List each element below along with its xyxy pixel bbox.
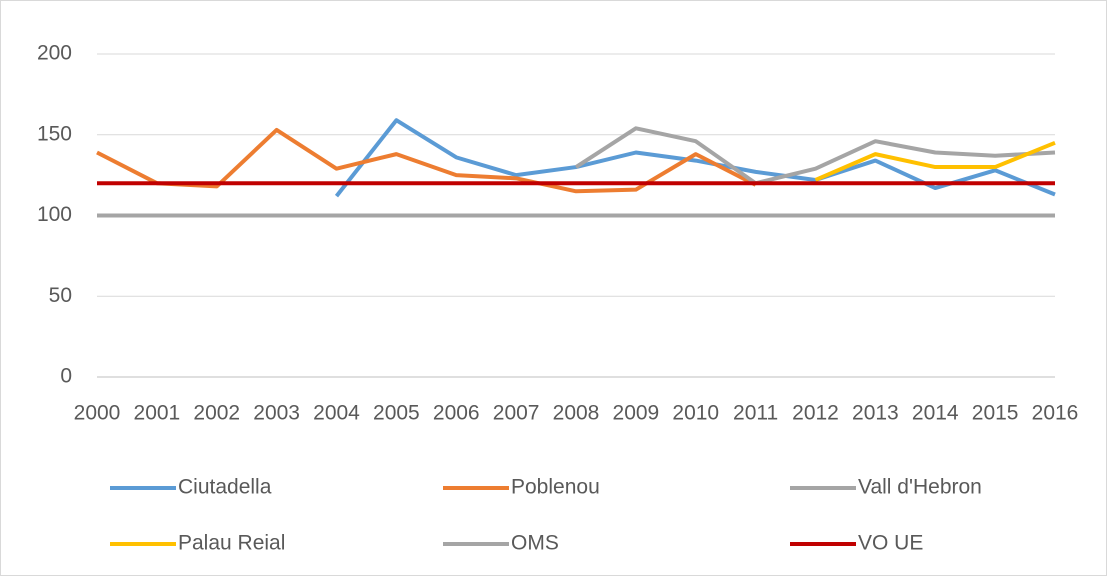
legend-label: VO UE [858, 532, 923, 555]
y-tick-label: 100 [37, 203, 72, 226]
series-line [334, 118, 1056, 198]
y-tick-label: 50 [49, 284, 72, 307]
x-tick-label: 2004 [313, 402, 360, 425]
x-tick-label: 2008 [553, 402, 600, 425]
legend-label: Palau Reial [178, 532, 285, 555]
x-tick-label: 2003 [253, 402, 300, 425]
x-tick-label: 2002 [193, 402, 240, 425]
x-tick-label: 2006 [433, 402, 480, 425]
x-tick-label: 2007 [493, 402, 540, 425]
series-line [814, 140, 1056, 182]
legend-label: OMS [511, 532, 559, 555]
y-tick-label: 200 [37, 42, 72, 65]
x-tick-label: 2010 [672, 402, 719, 425]
legend-label: Poblenou [511, 476, 600, 499]
x-tick-label: 2013 [852, 402, 899, 425]
series-line [574, 126, 1056, 186]
x-tick-label: 2005 [373, 402, 420, 425]
x-tick-label: 2009 [613, 402, 660, 425]
legend-label: Ciutadella [178, 476, 272, 499]
x-tick-label: 2014 [912, 402, 959, 425]
y-tick-label: 0 [60, 365, 72, 388]
x-tick-label: 2015 [972, 402, 1019, 425]
legend-label: Vall d'Hebron [858, 476, 982, 499]
x-tick-label: 2012 [792, 402, 839, 425]
x-tick-label: 2011 [733, 402, 778, 425]
x-tick-label: 2000 [74, 402, 121, 425]
x-tick-label: 2001 [134, 402, 181, 425]
x-tick-label: 2016 [1032, 402, 1079, 425]
y-tick-label: 150 [37, 122, 72, 145]
